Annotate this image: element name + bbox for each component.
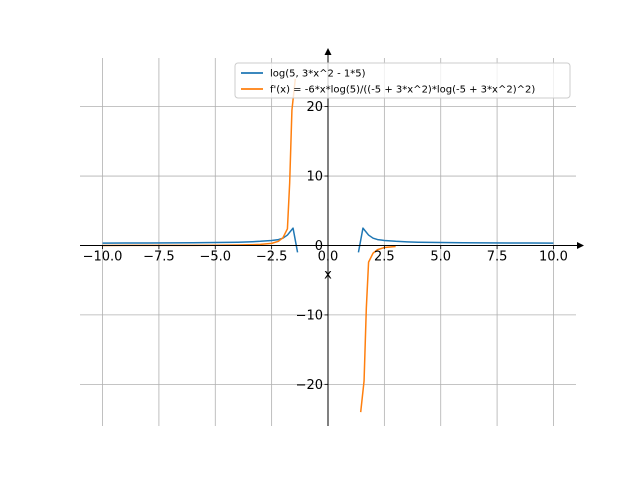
axes	[80, 48, 584, 426]
tick-marks: −10.0 −7.5 −5.0 −2.5 0.0 2.5 5.0 7.5 10.0 −20 −10 0…	[83, 100, 568, 393]
legend-label-1: log(5, 3*x^2 - 1*5)	[270, 69, 366, 80]
x-axis-label: x	[324, 267, 332, 282]
x-tick-label: −5.0	[199, 249, 231, 264]
y-tick-label: 20	[306, 100, 323, 115]
x-tick-label: 0.0	[318, 249, 339, 264]
x-tick-label: 7.5	[487, 249, 508, 264]
x-tick-label: −7.5	[143, 249, 175, 264]
x-tick-label: −2.5	[256, 249, 288, 264]
legend-label-2: f'(x) = -6*x*log(5)/((-5 + 3*x^2)*log(-5…	[270, 85, 535, 96]
y-axis-arrow	[324, 48, 332, 55]
x-tick-label: 5.0	[430, 249, 451, 264]
series-1-line	[357, 227, 554, 253]
x-tick-label: −10.0	[83, 249, 123, 264]
x-tick-label: 2.5	[374, 249, 395, 264]
y-tick-label: 10	[306, 170, 323, 185]
legend-box	[234, 62, 571, 99]
series-2-line	[102, 78, 297, 247]
series-2-line	[359, 245, 396, 413]
x-axis-arrow	[577, 241, 584, 249]
y-tick-label: 0	[315, 239, 323, 254]
series-1-line	[102, 227, 299, 253]
legend: log(5, 3*x^2 - 1*5) f'(x) = -6*x*log(5)/(…	[234, 62, 571, 99]
y-tick-label: −10	[296, 308, 323, 323]
x-tick-label: 10.0	[539, 249, 568, 264]
y-tick-label: −20	[296, 378, 323, 393]
